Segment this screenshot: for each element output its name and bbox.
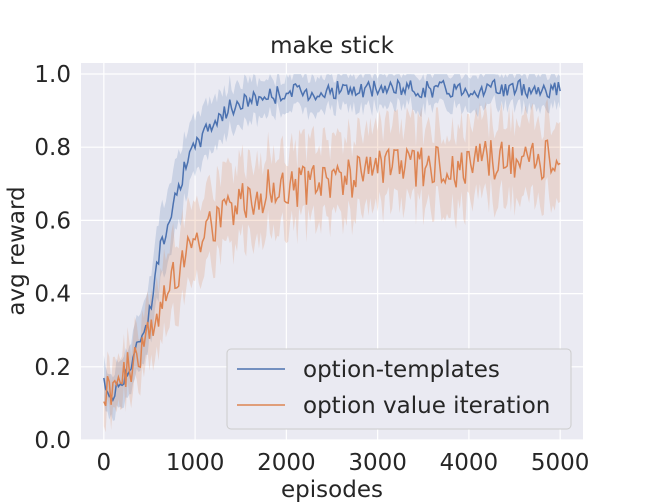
legend: option-templates option value iteration (226, 348, 572, 430)
x-tick-label: 1000 (166, 450, 225, 476)
y-tick-label: 0.0 (34, 428, 71, 454)
y-tick-label: 1.0 (34, 62, 71, 88)
legend-label-option-value-iteration: option value iteration (303, 393, 550, 419)
chart-title: make stick (270, 33, 394, 59)
series-line-0 (103, 78, 561, 402)
x-tick-label: 4000 (440, 450, 499, 476)
series-lines (103, 78, 561, 407)
series-line-1 (103, 139, 561, 407)
x-tick-label: 3000 (348, 450, 407, 476)
x-tick-label: 0 (96, 450, 111, 476)
legend-box (226, 348, 572, 430)
y-axis-label: avg reward (4, 186, 30, 315)
y-tick-label: 0.4 (34, 282, 71, 308)
confidence-band-0 (103, 73, 561, 421)
legend-label-option-templates: option-templates (303, 357, 500, 383)
x-axis-label: episodes (281, 477, 383, 503)
y-tick-label: 0.2 (34, 355, 71, 381)
y-tick-label: 0.8 (34, 135, 71, 161)
x-tick-labels: 0 1000 2000 3000 4000 5000 (96, 450, 589, 476)
x-tick-label: 2000 (257, 450, 316, 476)
y-tick-labels: 0.0 0.2 0.4 0.6 0.8 1.0 (34, 62, 71, 454)
y-tick-label: 0.6 (34, 208, 71, 234)
x-tick-label: 5000 (531, 450, 590, 476)
